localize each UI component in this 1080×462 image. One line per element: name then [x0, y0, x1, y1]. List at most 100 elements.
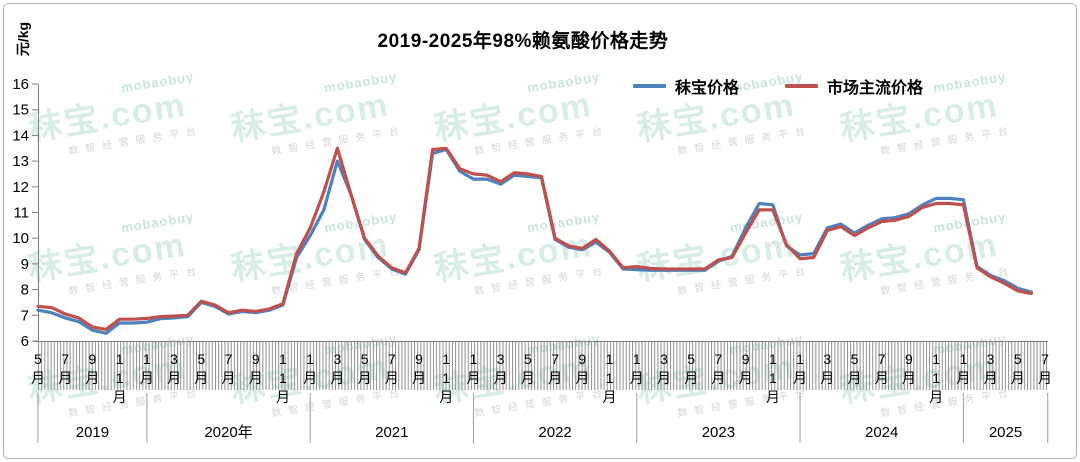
svg-text:月: 月 — [929, 389, 943, 405]
svg-text:5: 5 — [524, 351, 532, 367]
svg-text:1: 1 — [769, 351, 777, 367]
svg-text:12: 12 — [12, 179, 29, 196]
svg-text:2021: 2021 — [375, 424, 408, 441]
svg-text:月: 月 — [711, 370, 725, 386]
svg-text:7: 7 — [878, 351, 886, 367]
svg-text:1: 1 — [116, 351, 124, 367]
svg-text:1: 1 — [959, 351, 967, 367]
svg-text:7: 7 — [551, 351, 559, 367]
svg-text:1: 1 — [606, 370, 614, 386]
svg-text:月: 月 — [548, 370, 562, 386]
svg-text:月: 月 — [249, 370, 263, 386]
svg-text:2023: 2023 — [702, 424, 735, 441]
svg-text:月: 月 — [113, 389, 127, 405]
svg-text:月: 月 — [1011, 370, 1025, 386]
svg-text:5: 5 — [687, 351, 695, 367]
svg-text:3: 3 — [333, 351, 341, 367]
svg-text:14: 14 — [12, 127, 29, 144]
svg-text:月: 月 — [222, 370, 236, 386]
svg-text:1: 1 — [442, 351, 450, 367]
svg-text:2020年: 2020年 — [204, 424, 252, 441]
svg-text:5: 5 — [34, 351, 42, 367]
svg-text:3: 3 — [170, 351, 178, 367]
svg-text:月: 月 — [412, 370, 426, 386]
svg-text:9: 9 — [21, 256, 29, 273]
legend-label-market: 市场主流价格 — [827, 80, 924, 97]
svg-text:9: 9 — [905, 351, 913, 367]
svg-text:8: 8 — [21, 282, 29, 299]
svg-text:7: 7 — [715, 351, 723, 367]
svg-text:月: 月 — [85, 370, 99, 386]
svg-text:月: 月 — [330, 370, 344, 386]
svg-text:1: 1 — [606, 351, 614, 367]
svg-text:1: 1 — [932, 351, 940, 367]
svg-text:5: 5 — [197, 351, 205, 367]
svg-text:3: 3 — [497, 351, 505, 367]
svg-text:1: 1 — [116, 370, 124, 386]
svg-text:月: 月 — [167, 370, 181, 386]
legend: 秣宝价格 市场主流价格 — [633, 74, 923, 98]
svg-text:月: 月 — [847, 370, 861, 386]
svg-text:1: 1 — [279, 370, 287, 386]
svg-text:2019: 2019 — [76, 424, 109, 441]
svg-text:月: 月 — [820, 370, 834, 386]
legend-swatch-blue — [633, 84, 666, 88]
svg-text:月: 月 — [657, 370, 671, 386]
svg-text:9: 9 — [252, 351, 260, 367]
svg-text:月: 月 — [276, 389, 290, 405]
svg-text:1: 1 — [633, 351, 641, 367]
svg-text:月: 月 — [31, 370, 45, 386]
svg-text:10: 10 — [12, 230, 29, 247]
svg-text:9: 9 — [578, 351, 586, 367]
series-line-mobao — [36, 147, 1033, 335]
svg-text:月: 月 — [194, 370, 208, 386]
svg-text:月: 月 — [875, 370, 889, 386]
svg-text:月: 月 — [630, 370, 644, 386]
svg-text:6: 6 — [21, 333, 29, 350]
svg-text:3: 3 — [660, 351, 668, 367]
chart-title: 2019-2025年98%赖氨酸价格走势 — [377, 31, 669, 52]
legend-label-mobao: 秣宝价格 — [675, 80, 740, 97]
svg-text:2025: 2025 — [989, 424, 1022, 441]
svg-text:月: 月 — [303, 370, 317, 386]
svg-text:9: 9 — [742, 351, 750, 367]
svg-text:1: 1 — [470, 351, 478, 367]
svg-text:9: 9 — [415, 351, 423, 367]
svg-text:1: 1 — [442, 370, 450, 386]
svg-text:月: 月 — [603, 389, 617, 405]
svg-text:7: 7 — [1041, 351, 1049, 367]
svg-text:7: 7 — [21, 307, 29, 324]
svg-text:月: 月 — [739, 370, 753, 386]
svg-text:月: 月 — [575, 370, 589, 386]
svg-text:7: 7 — [61, 351, 69, 367]
svg-text:月: 月 — [902, 370, 916, 386]
svg-text:月: 月 — [684, 370, 698, 386]
svg-text:1: 1 — [143, 351, 151, 367]
svg-text:11: 11 — [13, 205, 29, 222]
svg-text:1: 1 — [306, 351, 314, 367]
svg-text:13: 13 — [12, 153, 29, 170]
svg-text:月: 月 — [793, 370, 807, 386]
svg-text:9: 9 — [89, 351, 97, 367]
svg-text:1: 1 — [769, 370, 777, 386]
svg-text:5: 5 — [851, 351, 859, 367]
svg-text:月: 月 — [358, 370, 372, 386]
svg-text:16: 16 — [12, 76, 29, 93]
svg-text:月: 月 — [521, 370, 535, 386]
legend-swatch-red — [785, 84, 819, 88]
svg-text:5: 5 — [361, 351, 369, 367]
x-tick-band — [38, 342, 1048, 390]
svg-text:月: 月 — [385, 370, 399, 386]
svg-text:月: 月 — [140, 370, 154, 386]
x-axis-month-labels: 5月7月9月11月1月3月5月7月9月11月1月3月5月7月9月11月1月3月5… — [31, 351, 1052, 405]
axes — [34, 84, 1048, 342]
svg-text:2024: 2024 — [865, 424, 898, 441]
series-line-market — [36, 146, 1033, 331]
svg-text:月: 月 — [494, 370, 508, 386]
x-axis-year-labels: 2019 2020年 2021 2022 2023 2024 2025 — [37, 393, 1049, 443]
svg-text:月: 月 — [439, 389, 453, 405]
svg-text:1: 1 — [932, 370, 940, 386]
svg-text:月: 月 — [984, 370, 998, 386]
